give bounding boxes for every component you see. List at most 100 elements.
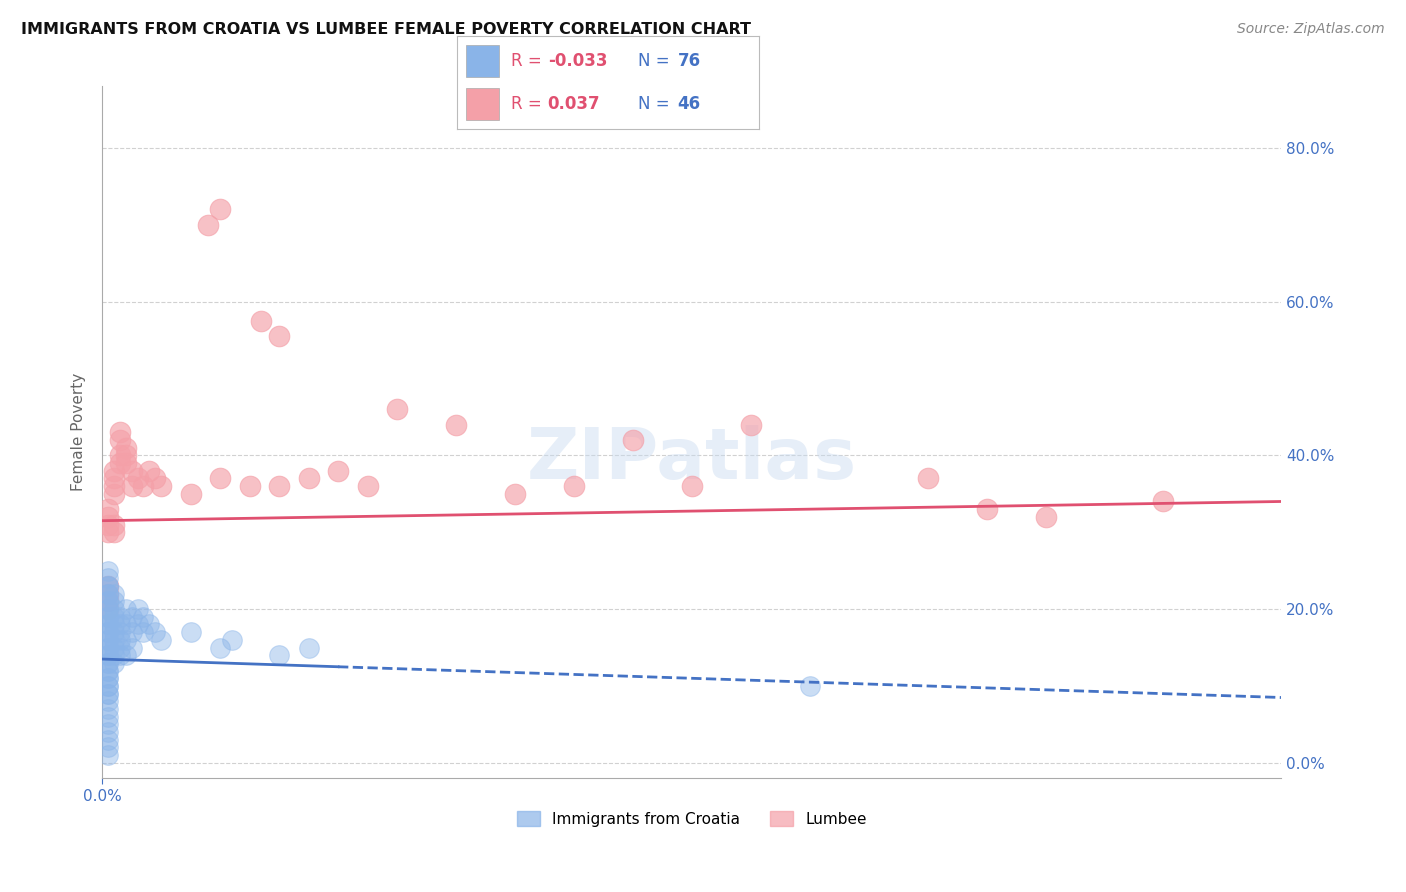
Text: ZIPatlas: ZIPatlas xyxy=(527,425,856,494)
Point xyxy=(114,448,136,462)
Text: N =: N = xyxy=(638,52,675,70)
Point xyxy=(681,479,703,493)
Text: -0.033: -0.033 xyxy=(547,52,607,70)
Point xyxy=(114,602,136,616)
Point xyxy=(97,664,120,678)
Point xyxy=(138,617,160,632)
Point xyxy=(97,648,120,663)
Point xyxy=(267,648,290,663)
Point xyxy=(356,479,378,493)
Point xyxy=(97,656,120,670)
Point xyxy=(97,571,120,585)
Point xyxy=(121,479,143,493)
Point xyxy=(97,625,120,640)
Point xyxy=(127,471,149,485)
Point xyxy=(103,587,125,601)
Text: IMMIGRANTS FROM CROATIA VS LUMBEE FEMALE POVERTY CORRELATION CHART: IMMIGRANTS FROM CROATIA VS LUMBEE FEMALE… xyxy=(21,22,751,37)
Point xyxy=(97,587,120,601)
Point xyxy=(1035,509,1057,524)
Point xyxy=(103,625,125,640)
Point xyxy=(97,502,120,516)
Point xyxy=(121,609,143,624)
Point xyxy=(503,487,526,501)
Legend: Immigrants from Croatia, Lumbee: Immigrants from Croatia, Lumbee xyxy=(510,805,873,833)
Point xyxy=(97,632,120,647)
FancyBboxPatch shape xyxy=(465,88,499,120)
Point xyxy=(108,625,131,640)
Point xyxy=(103,656,125,670)
Text: R =: R = xyxy=(512,95,553,113)
Point xyxy=(444,417,467,432)
Point xyxy=(108,456,131,470)
Point xyxy=(103,517,125,532)
Point xyxy=(103,632,125,647)
Point xyxy=(621,433,644,447)
Point xyxy=(114,648,136,663)
Point xyxy=(97,671,120,685)
Point xyxy=(108,433,131,447)
Point xyxy=(97,732,120,747)
Point xyxy=(132,609,155,624)
Point xyxy=(97,617,120,632)
Point xyxy=(97,740,120,755)
Point xyxy=(97,602,120,616)
Point xyxy=(114,441,136,455)
Y-axis label: Female Poverty: Female Poverty xyxy=(72,373,86,491)
Text: 46: 46 xyxy=(678,95,700,113)
Point xyxy=(97,609,120,624)
Point xyxy=(97,587,120,601)
Point xyxy=(103,609,125,624)
Point xyxy=(108,640,131,655)
Point xyxy=(150,632,173,647)
Point xyxy=(143,471,166,485)
Point xyxy=(97,664,120,678)
Text: N =: N = xyxy=(638,95,675,113)
Point xyxy=(97,625,120,640)
Point xyxy=(97,640,120,655)
Point xyxy=(114,456,136,470)
Point xyxy=(97,509,120,524)
Point xyxy=(103,487,125,501)
Point xyxy=(97,702,120,716)
Point xyxy=(180,625,202,640)
Point xyxy=(103,525,125,540)
Point xyxy=(103,464,125,478)
Point xyxy=(114,617,136,632)
Point xyxy=(740,417,762,432)
Point xyxy=(97,748,120,763)
Point xyxy=(97,687,120,701)
FancyBboxPatch shape xyxy=(465,45,499,77)
Point xyxy=(97,648,120,663)
Point xyxy=(138,464,160,478)
Point xyxy=(97,587,120,601)
Point xyxy=(239,479,262,493)
Point xyxy=(97,640,120,655)
Text: 0.037: 0.037 xyxy=(547,95,600,113)
Point xyxy=(221,632,243,647)
Point xyxy=(97,579,120,593)
Point xyxy=(976,502,998,516)
Point xyxy=(97,725,120,739)
Point xyxy=(97,602,120,616)
Point xyxy=(108,425,131,440)
Point xyxy=(562,479,585,493)
Point xyxy=(108,632,131,647)
Point xyxy=(326,464,349,478)
Point xyxy=(108,448,131,462)
Text: 76: 76 xyxy=(678,52,700,70)
Point xyxy=(108,648,131,663)
Point xyxy=(97,602,120,616)
Point xyxy=(121,640,143,655)
Point xyxy=(97,632,120,647)
Point xyxy=(150,479,173,493)
Point xyxy=(97,679,120,693)
Point xyxy=(97,717,120,731)
Point xyxy=(97,594,120,608)
Point xyxy=(267,479,290,493)
Point xyxy=(250,314,273,328)
Point xyxy=(103,648,125,663)
Point xyxy=(103,594,125,608)
Point xyxy=(121,464,143,478)
Point xyxy=(143,625,166,640)
Point xyxy=(1153,494,1175,508)
